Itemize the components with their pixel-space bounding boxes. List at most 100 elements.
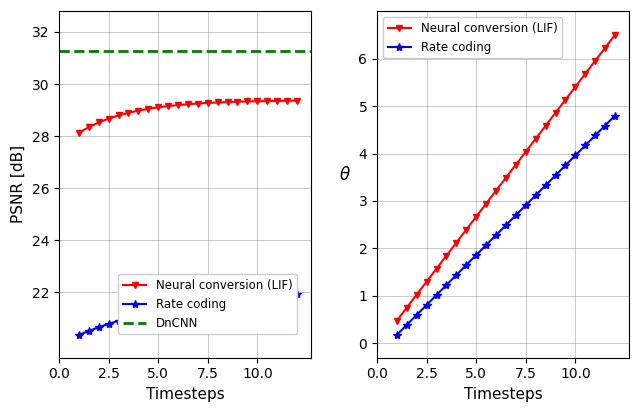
Rate coding [452,273,460,278]
Rate coding [75,332,83,337]
Neural conversion (LIF) [125,110,132,115]
Rate coding [184,303,192,308]
Line: Neural conversion (LIF): Neural conversion (LIF) [76,97,300,136]
Rate coding [532,193,540,198]
Neural conversion (LIF) [522,149,530,154]
Line: Neural conversion (LIF): Neural conversion (LIF) [394,32,618,324]
Neural conversion (LIF) [244,99,252,104]
Rate coding [154,308,162,313]
DnCNN [75,49,83,54]
Neural conversion (LIF) [512,162,520,167]
Neural conversion (LIF) [284,98,291,103]
Rate coding [174,304,182,309]
Neural conversion (LIF) [75,130,83,135]
Neural conversion (LIF) [184,102,192,107]
Neural conversion (LIF) [253,99,261,104]
Rate coding [413,312,420,317]
Rate coding [134,313,142,318]
Rate coding [293,291,301,296]
Rate coding [264,293,271,298]
DnCNN [55,49,63,54]
Neural conversion (LIF) [413,292,420,297]
Rate coding [145,311,152,316]
Rate coding [403,323,411,328]
Neural conversion (LIF) [483,201,490,206]
Neural conversion (LIF) [601,45,609,50]
Rate coding [234,296,241,301]
Neural conversion (LIF) [552,110,559,115]
Rate coding [502,223,510,228]
Rate coding [204,300,212,305]
Neural conversion (LIF) [433,266,440,271]
Rate coding [393,332,401,337]
Rate coding [542,183,550,188]
Neural conversion (LIF) [542,123,550,128]
Y-axis label: PSNR [dB]: PSNR [dB] [11,145,26,223]
Line: Rate coding: Rate coding [75,290,301,339]
Line: Rate coding: Rate coding [393,112,619,339]
Rate coding [552,173,559,178]
Neural conversion (LIF) [492,188,500,193]
Neural conversion (LIF) [145,106,152,111]
Neural conversion (LIF) [591,58,599,63]
Rate coding [472,253,480,258]
Rate coding [522,203,530,208]
Neural conversion (LIF) [532,136,540,141]
Rate coding [244,295,252,300]
Neural conversion (LIF) [443,253,451,258]
Neural conversion (LIF) [105,116,113,121]
Neural conversion (LIF) [472,214,480,219]
Rate coding [194,301,202,306]
Rate coding [115,318,122,323]
X-axis label: Timesteps: Timesteps [145,387,224,402]
Neural conversion (LIF) [194,101,202,106]
Rate coding [224,297,232,302]
Rate coding [591,133,599,138]
Rate coding [85,328,93,333]
Neural conversion (LIF) [214,100,221,105]
Rate coding [611,113,619,118]
Rate coding [95,325,102,330]
Rate coding [423,302,431,307]
Neural conversion (LIF) [611,32,619,37]
Neural conversion (LIF) [204,100,212,105]
Neural conversion (LIF) [115,113,122,118]
Neural conversion (LIF) [264,99,271,104]
Neural conversion (LIF) [452,240,460,245]
Neural conversion (LIF) [502,175,510,180]
Rate coding [125,316,132,320]
Neural conversion (LIF) [85,125,93,130]
Neural conversion (LIF) [95,120,102,125]
Rate coding [601,123,609,128]
X-axis label: Timesteps: Timesteps [463,387,542,402]
Rate coding [273,292,281,297]
Rate coding [214,298,221,303]
Rate coding [572,153,579,158]
Neural conversion (LIF) [154,105,162,110]
Neural conversion (LIF) [423,279,431,284]
Rate coding [492,233,500,237]
Y-axis label: $\theta$: $\theta$ [339,166,351,184]
Rate coding [463,263,470,268]
Rate coding [253,294,261,299]
Rate coding [443,282,451,287]
Neural conversion (LIF) [561,97,569,102]
Rate coding [483,243,490,248]
Rate coding [284,292,291,297]
Neural conversion (LIF) [273,98,281,103]
Neural conversion (LIF) [164,104,172,109]
Rate coding [105,321,113,326]
Rate coding [581,143,589,148]
Legend: Neural conversion (LIF), Rate coding: Neural conversion (LIF), Rate coding [383,17,562,58]
Legend: Neural conversion (LIF), Rate coding, DnCNN: Neural conversion (LIF), Rate coding, Dn… [118,274,298,335]
Neural conversion (LIF) [463,227,470,232]
Neural conversion (LIF) [174,102,182,107]
Neural conversion (LIF) [403,305,411,310]
Rate coding [512,213,520,218]
Rate coding [164,306,172,311]
Neural conversion (LIF) [581,71,589,76]
Rate coding [561,163,569,168]
Neural conversion (LIF) [134,108,142,113]
Neural conversion (LIF) [393,318,401,323]
Neural conversion (LIF) [224,100,232,104]
